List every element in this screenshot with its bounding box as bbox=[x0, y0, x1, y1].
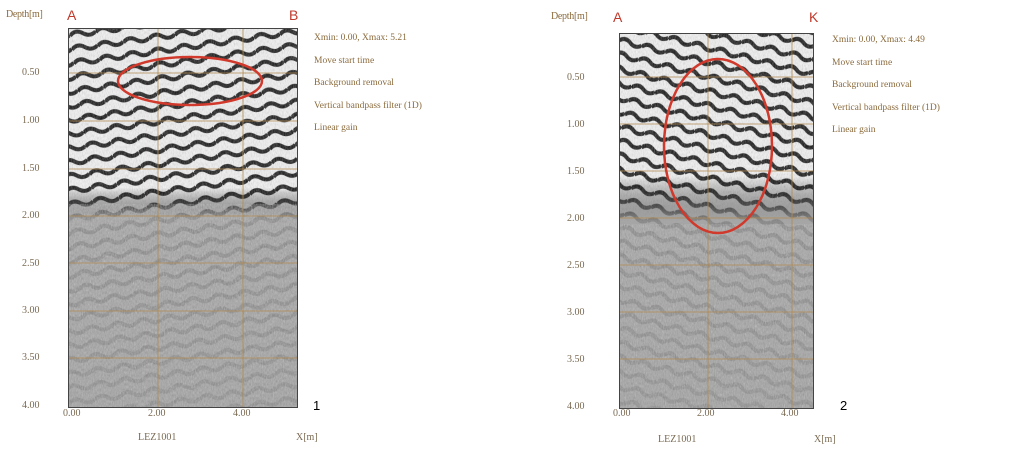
anomaly-ellipse bbox=[116, 55, 264, 107]
x-tick: 2.00 bbox=[697, 408, 715, 419]
figure-number: 2 bbox=[840, 398, 848, 413]
processing-step: Xmin: 0.00, Xmax: 5.21 bbox=[314, 33, 407, 43]
y-tick: 1.50 bbox=[567, 166, 585, 177]
marker-left: A bbox=[67, 7, 77, 23]
x-tick: 0.00 bbox=[63, 408, 81, 419]
x-tick: 2.00 bbox=[148, 408, 166, 419]
processing-step: Move start time bbox=[314, 55, 375, 66]
radargram-panel-1: Depth[m] A B 0.50 1.00 1.50 2.00 2.50 3.… bbox=[0, 0, 500, 452]
x-tick: 0.00 bbox=[613, 408, 631, 419]
y-tick: 2.50 bbox=[567, 260, 585, 271]
file-label: LEZ1001 bbox=[658, 434, 697, 445]
processing-notes: Xmin: 0.00, Xmax: 5.21 Move start time B… bbox=[314, 27, 422, 140]
marker-right: B bbox=[289, 7, 299, 23]
depth-axis-label: Depth[m] bbox=[551, 11, 588, 22]
depth-axis-label: Depth[m] bbox=[6, 9, 43, 20]
x-axis-label: X[m] bbox=[814, 434, 836, 445]
radargram-panel-2: Depth[m] A K 0.50 1.00 1.50 2.00 2.50 3.… bbox=[545, 0, 1009, 452]
processing-notes: Xmin: 0.00, Xmax: 4.49 Move start time B… bbox=[832, 29, 940, 142]
marker-left: A bbox=[613, 9, 623, 25]
x-tick: 4.00 bbox=[781, 408, 799, 419]
y-tick: 4.00 bbox=[567, 401, 585, 412]
y-tick: 0.50 bbox=[567, 72, 585, 83]
y-tick: 2.00 bbox=[22, 210, 40, 221]
anomaly-ellipse bbox=[662, 57, 774, 235]
processing-step: Background removal bbox=[832, 80, 912, 90]
y-tick: 2.50 bbox=[22, 258, 40, 269]
processing-step: Vertical bandpass filter (1D) bbox=[314, 100, 422, 111]
y-tick: 1.00 bbox=[567, 119, 585, 130]
x-axis-label: X[m] bbox=[296, 432, 318, 443]
processing-step: Linear gain bbox=[314, 123, 358, 133]
processing-step: Background removal bbox=[314, 78, 394, 88]
y-tick: 0.50 bbox=[22, 67, 40, 78]
y-tick: 1.00 bbox=[22, 115, 40, 126]
radargram-image bbox=[619, 33, 814, 409]
file-label: LEZ1001 bbox=[138, 432, 177, 443]
radargram-image bbox=[68, 28, 298, 408]
y-tick: 2.00 bbox=[567, 213, 585, 224]
figure-number: 1 bbox=[313, 398, 321, 413]
processing-step: Move start time bbox=[832, 57, 893, 68]
y-tick: 4.00 bbox=[22, 400, 40, 411]
x-tick: 4.00 bbox=[233, 408, 251, 419]
processing-step: Xmin: 0.00, Xmax: 4.49 bbox=[832, 35, 925, 45]
processing-step: Linear gain bbox=[832, 125, 876, 135]
y-tick: 1.50 bbox=[22, 163, 40, 174]
y-tick: 3.00 bbox=[22, 305, 40, 316]
y-tick: 3.50 bbox=[22, 352, 40, 363]
y-tick: 3.00 bbox=[567, 307, 585, 318]
marker-right: K bbox=[809, 9, 819, 25]
y-tick: 3.50 bbox=[567, 354, 585, 365]
processing-step: Vertical bandpass filter (1D) bbox=[832, 102, 940, 113]
